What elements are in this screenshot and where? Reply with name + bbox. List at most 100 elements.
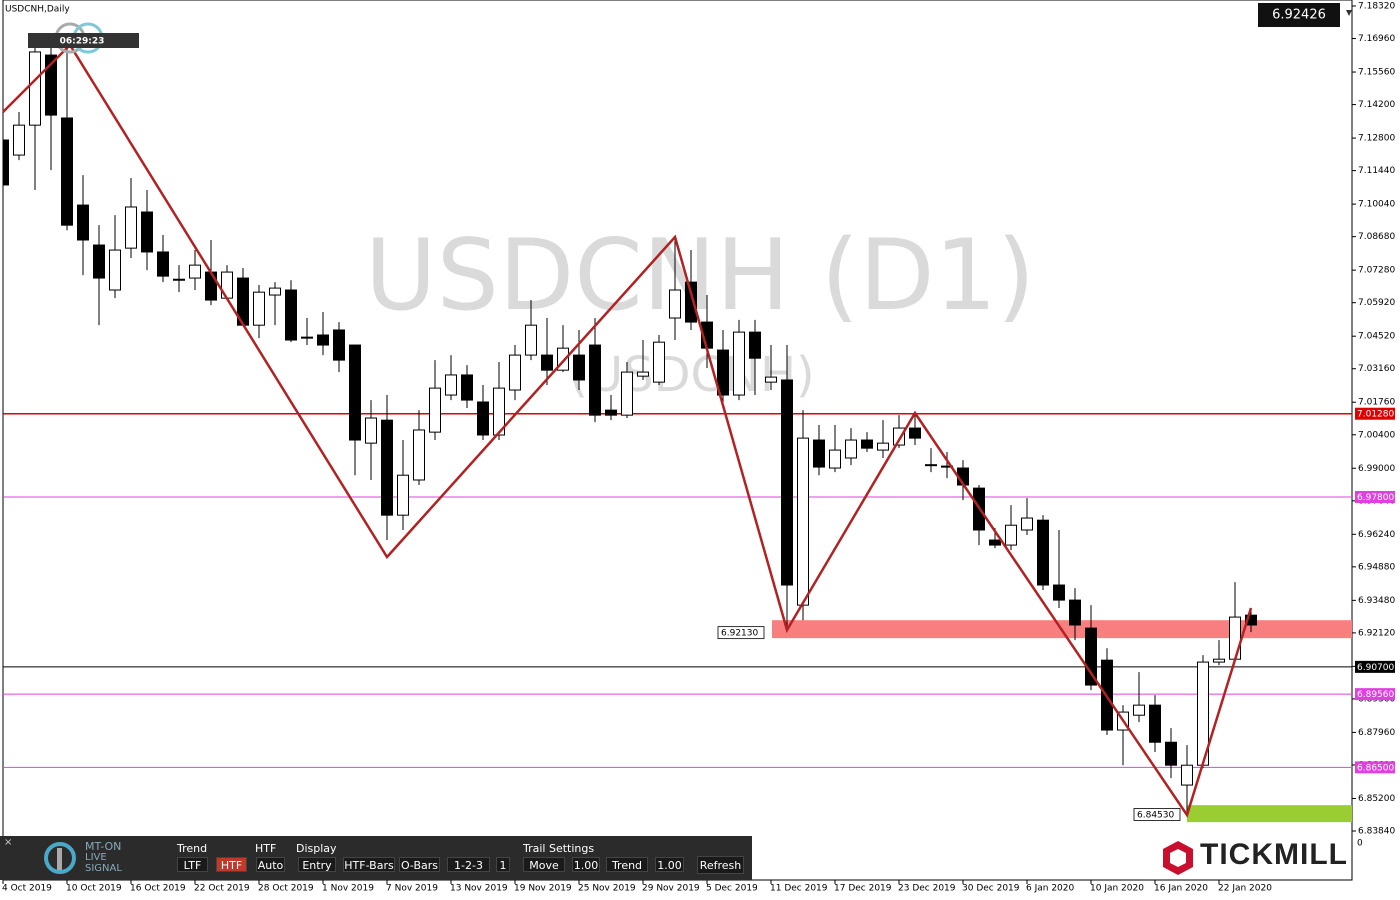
candle-body	[1213, 658, 1225, 663]
candle-body	[317, 334, 329, 346]
candle-body	[541, 354, 553, 371]
button[interactable]: Auto	[256, 857, 285, 872]
candle-body	[125, 206, 137, 249]
timer-box	[28, 33, 139, 48]
candle-body	[1005, 524, 1017, 546]
candle-body	[413, 429, 425, 481]
level-label-box	[1355, 407, 1395, 420]
candle-body	[1165, 741, 1177, 766]
level-label-box	[1355, 490, 1395, 503]
candle-body	[1021, 517, 1033, 531]
level-label: 7.01280	[1357, 410, 1394, 420]
candle-body	[61, 117, 73, 226]
x-tick-label: 29 Nov 2019	[642, 884, 700, 894]
y-tick-label: 6.93480	[1358, 596, 1395, 606]
level-label-box	[1355, 660, 1395, 673]
candle-body	[557, 347, 569, 371]
candle-body	[1229, 616, 1241, 660]
candle-body	[1181, 764, 1193, 786]
logo-text: SIGNAL	[85, 863, 122, 874]
button[interactable]: O-Bars	[399, 857, 440, 872]
candle-body	[493, 387, 505, 436]
x-tick-label: 10 Oct 2019	[66, 884, 122, 894]
button[interactable]: HTF	[216, 857, 247, 872]
button[interactable]: Refresh	[697, 856, 744, 874]
y-tick-label: 6.85200	[1358, 794, 1395, 804]
plot-frame	[2, 0, 1353, 881]
panel-label: Trail Settings	[523, 842, 595, 855]
candle-body	[861, 439, 873, 449]
candle-body	[13, 124, 25, 156]
y-tick-label: 7.07280	[1358, 266, 1395, 276]
candle-body	[189, 264, 201, 279]
candle-body	[365, 417, 377, 444]
candle-body	[653, 341, 665, 383]
candle-body	[637, 371, 649, 377]
zigzag	[2, 43, 1253, 818]
button[interactable]: 1	[496, 857, 510, 872]
candle-body	[253, 291, 265, 326]
brand-logo	[1163, 841, 1193, 875]
candle-body	[717, 349, 729, 396]
candle-body	[461, 374, 473, 401]
y-tick-label: 7.12800	[1358, 134, 1395, 144]
candle-body	[1053, 584, 1065, 601]
y-tick-label: 6.94880	[1358, 562, 1395, 572]
candle-body	[573, 354, 585, 381]
candle-body	[445, 374, 457, 396]
button[interactable]: HTF-Bars	[343, 857, 395, 872]
candle-body	[157, 251, 169, 277]
candle-body	[845, 439, 857, 459]
candle-body	[781, 379, 793, 586]
button[interactable]: LTF	[177, 857, 208, 872]
candle-body	[349, 344, 361, 441]
x-tick-label: 7 Nov 2019	[386, 884, 438, 894]
candle-body	[829, 449, 841, 469]
button[interactable]: Trend	[606, 857, 648, 872]
candle-body	[685, 281, 697, 323]
button[interactable]: 1.00	[572, 857, 600, 872]
y-tick-label: 7.00400	[1358, 430, 1395, 440]
dropdown[interactable]	[1346, 10, 1352, 16]
candle-body	[269, 287, 281, 296]
y-tick-label: 7.15560	[1358, 68, 1395, 78]
price-box	[1258, 3, 1340, 27]
y-tick-label: 7.04520	[1358, 332, 1395, 342]
candle-body	[925, 464, 937, 467]
y-tick-label: 6.83840	[1358, 827, 1395, 837]
candle-body	[813, 439, 825, 468]
button[interactable]: Entry	[298, 857, 336, 872]
candle-body	[141, 211, 153, 253]
chart-title: USDCNH,Daily	[5, 5, 70, 15]
y-tick-label: 6.96240	[1358, 530, 1395, 540]
y-tick-label: 7.11440	[1358, 166, 1395, 176]
candle-body	[989, 539, 1001, 546]
button[interactable]: 1.00	[655, 857, 684, 872]
button[interactable]: 1-2-3	[447, 857, 490, 872]
y-tick-label: 7.01760	[1358, 398, 1395, 408]
level-label: 6.90700	[1357, 663, 1394, 673]
level-label: 6.89560	[1357, 690, 1394, 700]
x-tick-label: 5 Dec 2019	[706, 884, 758, 894]
candle-body	[1069, 599, 1081, 626]
candle-body	[669, 289, 681, 319]
x-tick-label: 23 Dec 2019	[898, 884, 956, 894]
zone-label: 6.92130	[721, 629, 758, 639]
y-tick-label: 7.08680	[1358, 232, 1395, 242]
candle-body	[509, 354, 521, 391]
candle-body	[797, 437, 809, 606]
x-tick-label: 13 Nov 2019	[450, 884, 508, 894]
x-tick-label: 6 Jan 2020	[1026, 884, 1074, 894]
candle-body	[3, 139, 9, 186]
close-button[interactable]: ×	[4, 837, 13, 848]
candle-body	[301, 336, 313, 339]
button[interactable]: Move	[523, 857, 565, 872]
candle-body	[1149, 704, 1161, 743]
candle-body	[285, 289, 297, 341]
candle-body	[733, 331, 745, 396]
candle-body	[173, 278, 185, 281]
y-tick-label: 7.05920	[1358, 298, 1395, 308]
subwindow-axis-label: 0	[1357, 839, 1363, 849]
